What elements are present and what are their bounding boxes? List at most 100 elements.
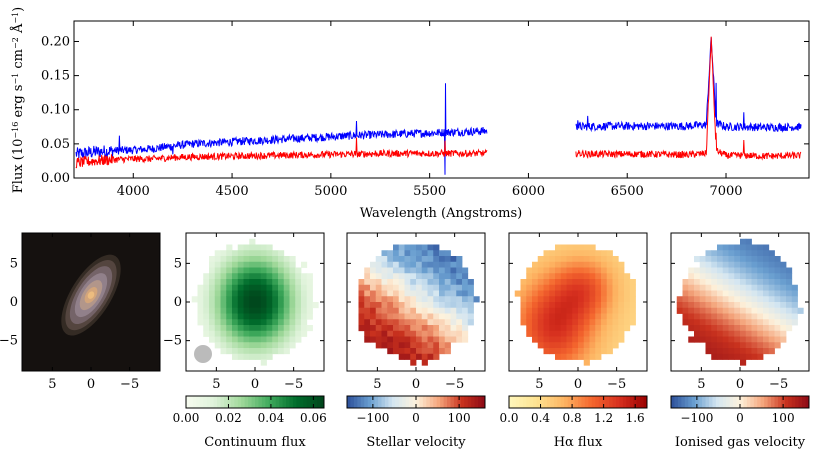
map-pixel bbox=[699, 307, 706, 314]
colorbar-segment bbox=[526, 396, 531, 408]
map-pixel bbox=[278, 302, 285, 309]
map-pixel bbox=[612, 256, 619, 263]
map-pixel bbox=[618, 319, 625, 326]
colorbar-segment bbox=[698, 396, 703, 408]
colorbar-segment bbox=[310, 396, 315, 408]
map-pixel bbox=[439, 348, 446, 355]
x-tick-label: 5000 bbox=[314, 184, 347, 199]
map-pixel bbox=[711, 302, 718, 309]
map-pixel bbox=[398, 244, 405, 251]
map-pixel bbox=[416, 353, 423, 360]
map-pixel bbox=[272, 267, 279, 274]
colorbar-label: Continuum flux bbox=[204, 435, 306, 450]
map-pixel bbox=[595, 273, 602, 280]
map-pixel bbox=[537, 256, 544, 263]
map-pixel bbox=[398, 290, 405, 297]
map-pixel bbox=[255, 296, 262, 303]
map-pixel bbox=[566, 330, 573, 337]
map-pixel bbox=[774, 290, 781, 297]
map-pixel bbox=[381, 284, 388, 291]
map-pixel bbox=[467, 302, 474, 309]
colorbar-tick-label: 0 bbox=[412, 411, 420, 425]
map-pixel bbox=[757, 313, 764, 320]
map-pixel bbox=[549, 348, 556, 355]
map-pixel bbox=[566, 353, 573, 360]
colorbar-segment bbox=[268, 396, 273, 408]
map-pixel bbox=[699, 273, 706, 280]
map-pixel bbox=[237, 256, 244, 263]
map-pixel bbox=[398, 256, 405, 263]
map-pixel bbox=[278, 296, 285, 303]
map-pixel bbox=[375, 284, 382, 291]
map-pixel bbox=[433, 307, 440, 314]
map-pixel bbox=[606, 256, 613, 263]
map-pixel bbox=[595, 267, 602, 274]
map-pixel bbox=[364, 267, 371, 274]
map-pixel bbox=[433, 290, 440, 297]
colorbar-segment bbox=[515, 396, 520, 408]
map-pixel bbox=[740, 342, 747, 349]
map-x-tick-label: −5 bbox=[769, 377, 788, 392]
map-pixel bbox=[745, 261, 752, 268]
map-pixel bbox=[555, 296, 562, 303]
colorbar-segment bbox=[220, 396, 225, 408]
map-pixel bbox=[243, 250, 250, 257]
map-pixel bbox=[566, 290, 573, 297]
map-pixel bbox=[694, 279, 701, 286]
map-pixel bbox=[209, 290, 216, 297]
map-pixel bbox=[301, 296, 308, 303]
map-pixel bbox=[578, 330, 585, 337]
map-pixel bbox=[421, 273, 428, 280]
map-pixel bbox=[197, 307, 204, 314]
map-pixel bbox=[220, 250, 227, 257]
map-pixel bbox=[780, 336, 787, 343]
colorbar-segment bbox=[560, 396, 565, 408]
map-pixel bbox=[243, 267, 250, 274]
map-pixel bbox=[283, 261, 290, 268]
map-pixel bbox=[560, 330, 567, 337]
map-pixel bbox=[410, 353, 417, 360]
map-pixel bbox=[740, 353, 747, 360]
map-pixel bbox=[520, 319, 527, 326]
map-pixel bbox=[722, 296, 729, 303]
map-pixel bbox=[272, 284, 279, 291]
map-pixel bbox=[780, 267, 787, 274]
map-pixel bbox=[272, 313, 279, 320]
map-pixel bbox=[555, 330, 562, 337]
map-pixel bbox=[387, 256, 394, 263]
map-pixel bbox=[410, 336, 417, 343]
map-pixel bbox=[220, 348, 227, 355]
map-pixel bbox=[612, 267, 619, 274]
colorbar-tick-label: 100 bbox=[772, 411, 795, 425]
map-pixel bbox=[612, 296, 619, 303]
map-pixel bbox=[232, 290, 239, 297]
map-pixel bbox=[283, 267, 290, 274]
colorbar-segment bbox=[234, 396, 239, 408]
map-pixel bbox=[688, 336, 695, 343]
map-pixel bbox=[745, 256, 752, 263]
colorbar-segment bbox=[712, 396, 717, 408]
map-pixel bbox=[745, 302, 752, 309]
colorbar-segment bbox=[695, 396, 700, 408]
map-pixel bbox=[278, 250, 285, 257]
map-pixel bbox=[427, 330, 434, 337]
colorbar-segment bbox=[588, 396, 593, 408]
map-pixel bbox=[364, 296, 371, 303]
map-pixel bbox=[751, 273, 758, 280]
colorbar-segment bbox=[584, 396, 589, 408]
map-pixel bbox=[214, 342, 221, 349]
map-pixel bbox=[439, 273, 446, 280]
map-pixel bbox=[606, 342, 613, 349]
map-pixel bbox=[197, 313, 204, 320]
map-pixel bbox=[220, 307, 227, 314]
map-pixel bbox=[578, 284, 585, 291]
map-pixel bbox=[260, 342, 267, 349]
map-pixel bbox=[462, 273, 469, 280]
map-pixel bbox=[421, 359, 428, 366]
map-pixel bbox=[595, 319, 602, 326]
map-pixel bbox=[612, 330, 619, 337]
map-pixel bbox=[260, 330, 267, 337]
map-pixel bbox=[421, 307, 428, 314]
map-pixel bbox=[717, 273, 724, 280]
map-pixel bbox=[255, 256, 262, 263]
